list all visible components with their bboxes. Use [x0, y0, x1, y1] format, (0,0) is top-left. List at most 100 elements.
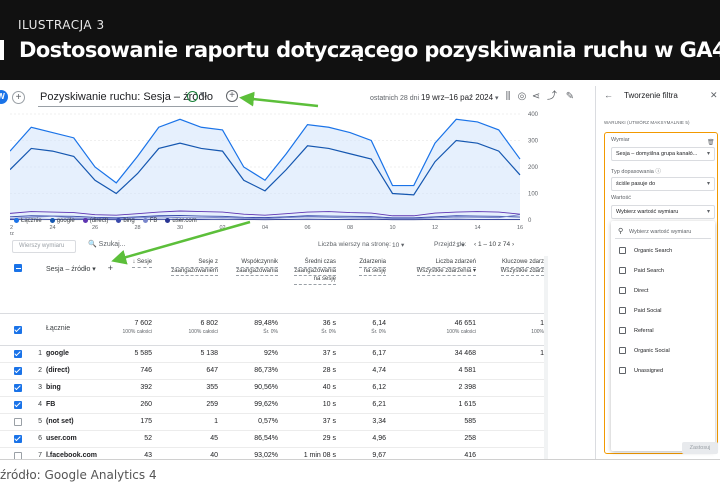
compare-icon[interactable]: ⫼: [505, 91, 511, 102]
table-cell: 6,17: [372, 350, 386, 357]
table-cell: 40 s: [322, 384, 336, 391]
row-dimension-value[interactable]: (not set): [46, 418, 74, 425]
check-circle-icon[interactable]: [187, 91, 198, 102]
dropdown-option[interactable]: Paid Search: [619, 267, 664, 279]
option-checkbox[interactable]: [619, 267, 626, 275]
table-cell: 28 s: [322, 367, 336, 374]
table-row[interactable]: 4 FB 260 259 99,62% 10 s 6,21 1 615: [0, 397, 548, 414]
row-checkbox[interactable]: [14, 384, 22, 392]
row-dimension-value[interactable]: user.com: [46, 435, 77, 442]
back-arrow-icon[interactable]: ←: [604, 90, 613, 100]
row-checkbox[interactable]: [14, 435, 22, 443]
dropdown-option[interactable]: Organic Social: [619, 347, 670, 359]
legend-item[interactable]: bing: [116, 218, 135, 224]
table-row[interactable]: 7 l.facebook.com 43 40 93,02% 1 min 08 s 9,67 4…: [0, 448, 548, 459]
column-header[interactable]: Sesje z zaangażowaniem: [171, 259, 218, 276]
edit-icon[interactable]: ✎: [565, 91, 575, 102]
share-icon[interactable]: ⋖: [531, 91, 541, 102]
option-checkbox[interactable]: [619, 327, 626, 335]
column-header-label: Sesje z: [171, 259, 218, 268]
row-checkbox[interactable]: [14, 418, 22, 426]
dropdown-option[interactable]: Referral: [619, 327, 654, 339]
table-cell: 37 s: [322, 350, 336, 357]
dimension-search-input[interactable]: Wierszy wymiaru: [12, 240, 76, 253]
report-title[interactable]: Pozyskiwanie ruchu: Sesja – źródło: [40, 91, 214, 103]
trash-icon[interactable]: 🗑: [707, 140, 715, 146]
column-header-label: zaangażowania: [294, 268, 336, 276]
row-dimension-value[interactable]: (direct): [46, 367, 70, 374]
insights-icon[interactable]: ◎: [517, 91, 527, 102]
table-row[interactable]: 2 (direct) 746 647 86,73% 28 s 4,74 4 581: [0, 363, 548, 380]
total-checkbox[interactable]: [14, 326, 22, 334]
table-cell: 585: [464, 418, 476, 425]
plus-icon[interactable]: +: [226, 90, 238, 102]
date-range-picker[interactable]: ostatnich 28 dni 19 wrz–16 paź 2024 ▾: [370, 93, 499, 102]
legend-item[interactable]: (direct): [82, 218, 108, 224]
legend-item[interactable]: google: [49, 218, 75, 224]
row-checkbox[interactable]: [14, 452, 22, 459]
total-value: 89,48%: [254, 320, 278, 327]
option-checkbox[interactable]: [619, 247, 626, 255]
conditions-label: WARUNKI (UTWÓRZ MAKSYMALNIE 5): [604, 120, 690, 125]
report-title-underline: [38, 106, 238, 107]
chevron-down-icon[interactable]: ▾: [200, 89, 205, 99]
column-header[interactable]: Średni czas zaangażowania na sesję: [294, 259, 336, 285]
column-header-label: na sesję: [294, 276, 336, 285]
column-header[interactable]: ↓ Sesje: [132, 259, 152, 268]
table-search[interactable]: 🔍 Szukaj...: [88, 241, 126, 248]
ga-logo-icon[interactable]: W: [0, 90, 8, 104]
column-header[interactable]: Kluczowe zdarz Wszystkie zdarz: [500, 259, 544, 276]
dropdown-option[interactable]: Paid Social: [619, 307, 662, 319]
dropdown-search-input[interactable]: ⚲ Wybierz wartość wymiaru: [615, 225, 711, 239]
goto-page-label: Przejdź do:: [434, 241, 467, 248]
match-type-select[interactable]: ściśle pasuje do ▾: [611, 177, 715, 191]
close-icon[interactable]: ✕: [710, 90, 718, 100]
pagination[interactable]: ‹ 1 – 10 z 74 ›: [474, 241, 515, 248]
figure-header: ILUSTRACJA 3 Dostosowanie raportu dotycz…: [0, 0, 720, 80]
table-row[interactable]: 5 (not set) 175 1 0,57% 37 s 3,34 585: [0, 414, 548, 431]
dropdown-option[interactable]: Organic Search: [619, 247, 672, 259]
table-row[interactable]: 1 google 5 585 5 138 92% 37 s 6,17 34 468 1: [0, 346, 548, 363]
row-checkbox[interactable]: [14, 350, 22, 358]
add-comparison-icon[interactable]: +: [12, 91, 25, 104]
option-checkbox[interactable]: [619, 307, 626, 315]
column-header[interactable]: Zdarzenia na sesję: [359, 259, 386, 276]
option-checkbox[interactable]: [619, 347, 626, 355]
dimension-column-header[interactable]: Sesja – źródło ▾ +: [46, 263, 114, 273]
select-all-checkbox[interactable]: [14, 264, 22, 272]
column-header[interactable]: Współczynnik zaangażowania: [236, 259, 278, 276]
rows-per-page-select[interactable]: 10 ▾: [392, 242, 405, 249]
column-header[interactable]: Liczba zdarzeń Wszystkie zdarzenia ▾: [416, 259, 476, 276]
dropdown-option[interactable]: Direct: [619, 287, 648, 299]
option-checkbox[interactable]: [619, 287, 626, 295]
table-row[interactable]: 3 bing 392 355 90,56% 40 s 6,12 2 398: [0, 380, 548, 397]
row-checkbox[interactable]: [14, 367, 22, 375]
table-cell: 1: [540, 350, 544, 357]
table-scrollbar[interactable]: [544, 256, 548, 459]
table-cell: 6,12: [372, 384, 386, 391]
row-dimension-value[interactable]: google: [46, 350, 69, 357]
column-header-label: Wszystkie zdarzenia ▾: [416, 268, 476, 276]
dropdown-option[interactable]: Unassigned: [619, 367, 663, 379]
trend-icon[interactable]: ⤴: [547, 91, 557, 102]
value-select[interactable]: Wybierz wartość wymiaru ▾: [611, 205, 715, 219]
table-cell: 1 min 08 s: [303, 452, 336, 459]
add-dimension-icon[interactable]: +: [107, 263, 114, 273]
row-dimension-value[interactable]: l.facebook.com: [46, 452, 97, 459]
option-checkbox[interactable]: [619, 367, 626, 375]
row-dimension-value[interactable]: FB: [46, 401, 56, 408]
dimension-select[interactable]: Sesja – domyślna grupa kanałó... ▾: [611, 147, 715, 161]
option-label: Direct: [634, 288, 649, 294]
dimension-select-value: Sesja – domyślna grupa kanałó...: [616, 151, 698, 157]
row-dimension-value[interactable]: bing: [46, 384, 61, 391]
legend-swatch: [49, 218, 55, 223]
table-row[interactable]: 6 user.com 52 45 86,54% 29 s 4,96 258: [0, 431, 548, 448]
row-checkbox[interactable]: [14, 401, 22, 409]
apply-button[interactable]: Zastosuj: [682, 442, 718, 454]
total-share: Śr. 0%: [371, 329, 386, 335]
table-cell: 2 398: [458, 384, 476, 391]
goto-page-select[interactable]: 1 ▾: [456, 242, 465, 249]
legend-item[interactable]: Łącznie: [14, 218, 42, 224]
legend-item[interactable]: FB: [142, 218, 157, 224]
legend-item[interactable]: user.com: [165, 218, 197, 224]
